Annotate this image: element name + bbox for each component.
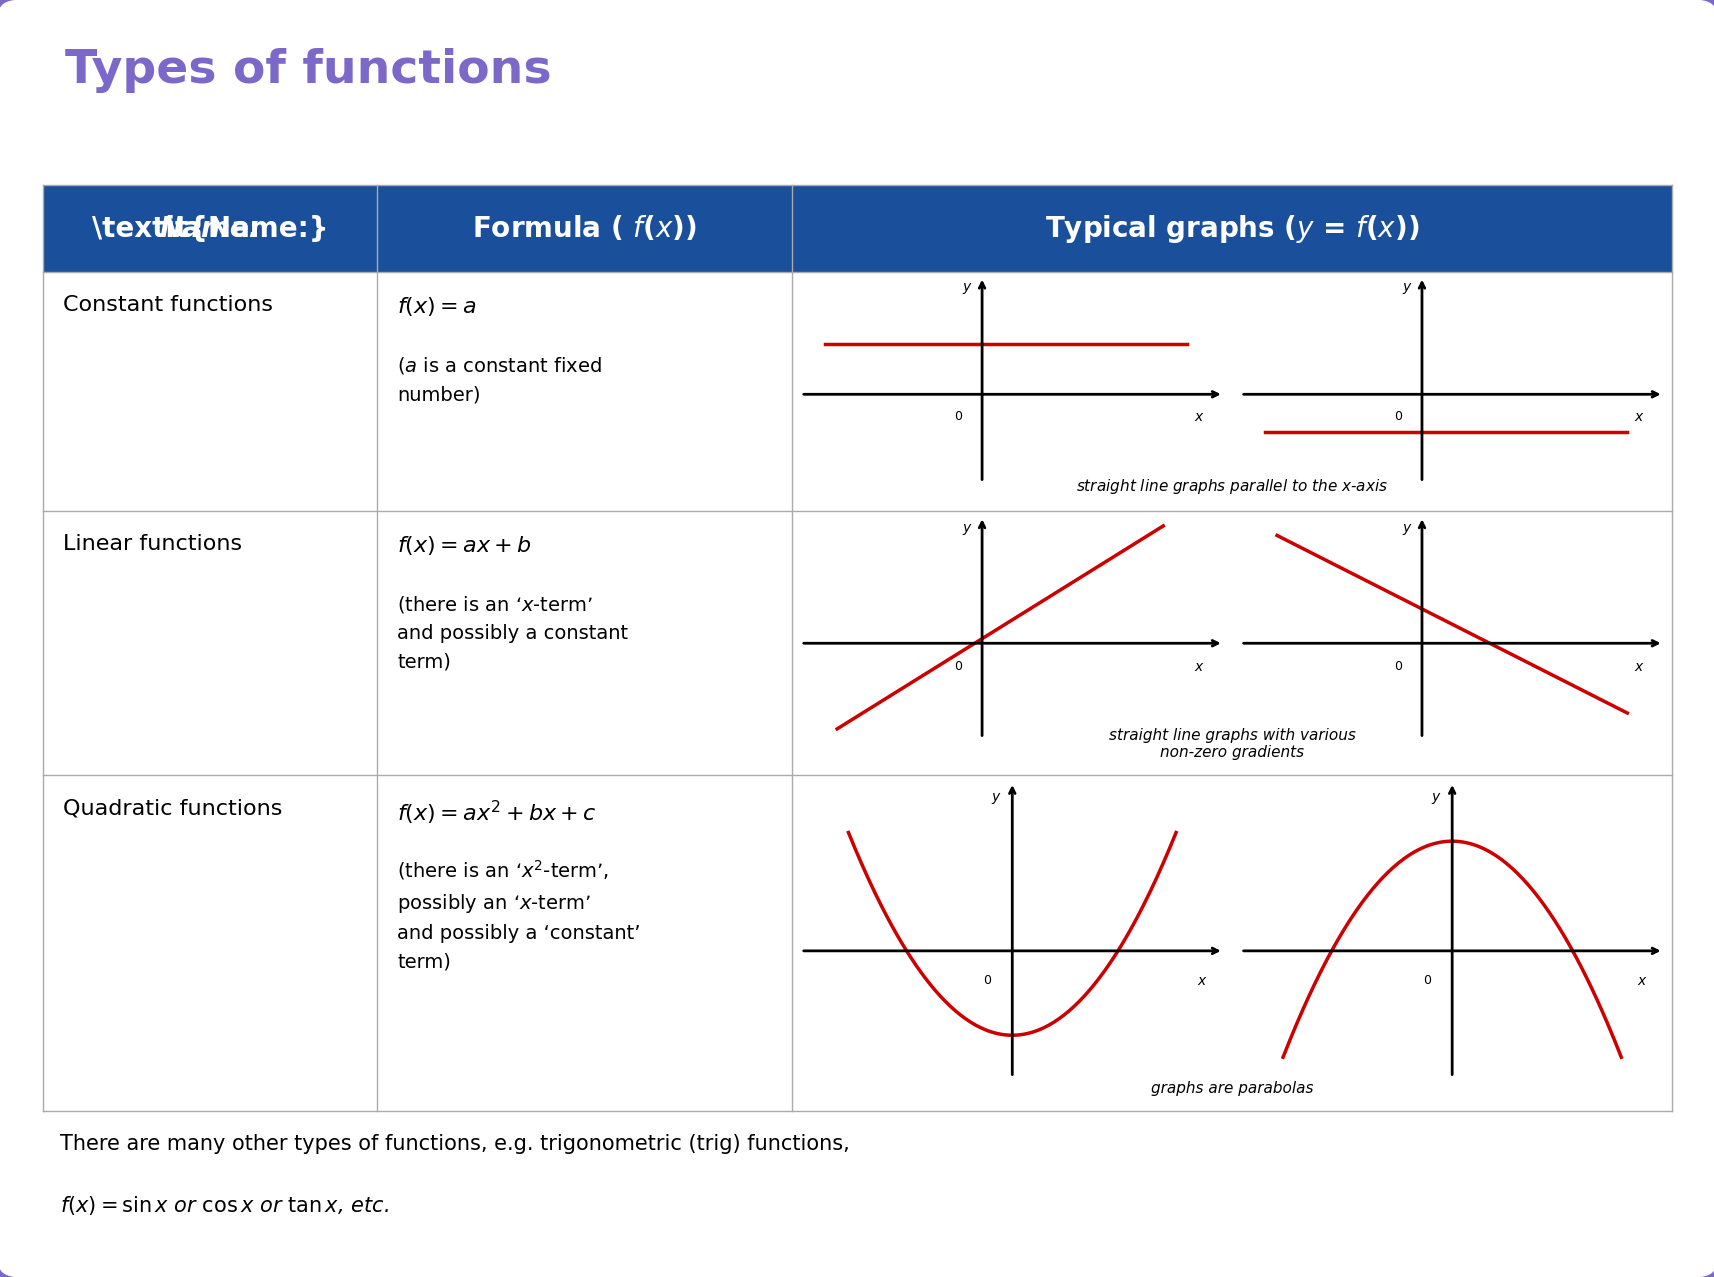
Text: $y$: $y$ — [991, 792, 1001, 807]
Text: $f(x) = ax + b$: $f(x) = ax + b$ — [398, 534, 531, 557]
Text: $f(x) = a$: $f(x) = a$ — [398, 295, 476, 318]
Text: Types of functions: Types of functions — [65, 47, 552, 93]
Text: $y$: $y$ — [1402, 521, 1412, 536]
Text: (there is an ‘$x$-term’
and possibly a constant
term): (there is an ‘$x$-term’ and possibly a c… — [398, 594, 629, 672]
Text: There are many other types of functions, e.g. trigonometric (trig) functions,: There are many other types of functions,… — [60, 1134, 848, 1154]
Text: 0: 0 — [1393, 410, 1400, 423]
Text: $x$: $x$ — [1193, 660, 1205, 674]
Text: 0: 0 — [953, 660, 962, 673]
Text: $y$: $y$ — [962, 281, 972, 296]
Text: graphs are parabolas: graphs are parabolas — [1150, 1080, 1313, 1096]
Text: $x$: $x$ — [1633, 660, 1644, 674]
Text: $f(x) = ax^2 + bx + c$: $f(x) = ax^2 + bx + c$ — [398, 798, 596, 826]
Text: Name:: Name: — [159, 215, 261, 243]
Text: 0: 0 — [982, 973, 991, 987]
Text: Linear functions: Linear functions — [63, 534, 242, 554]
Text: Formula ( $\mathit{f}$($\mathit{x}$)): Formula ( $\mathit{f}$($\mathit{x}$)) — [471, 215, 696, 243]
Text: Typical graphs ($\mathit{y}$ = $\mathit{f}$($\mathit{x}$)): Typical graphs ($\mathit{y}$ = $\mathit{… — [1044, 212, 1419, 245]
Text: Quadratic functions: Quadratic functions — [63, 798, 283, 819]
Text: $y$: $y$ — [1429, 792, 1441, 807]
Text: 0: 0 — [1423, 973, 1429, 987]
Text: $x$: $x$ — [1196, 973, 1207, 987]
Text: $f(x) = \sin x$ or $\cos x$ or $\tan x$, etc.: $f(x) = \sin x$ or $\cos x$ or $\tan x$,… — [60, 1194, 389, 1217]
Text: ($a$ is a constant fixed
number): ($a$ is a constant fixed number) — [398, 355, 602, 404]
Text: $x$: $x$ — [1637, 973, 1647, 987]
Text: (there is an ‘$x^2$-term’,
possibly an ‘$x$-term’
and possibly a ‘constant’
term: (there is an ‘$x^2$-term’, possibly an ‘… — [398, 858, 641, 972]
Text: $x$: $x$ — [1633, 410, 1644, 424]
Text: straight line graphs with various
non-zero gradients: straight line graphs with various non-ze… — [1109, 728, 1354, 760]
Text: \textit{Name:}: \textit{Name:} — [91, 215, 327, 243]
Text: 0: 0 — [953, 410, 962, 423]
Text: Constant functions: Constant functions — [63, 295, 273, 315]
Text: 0: 0 — [1393, 660, 1400, 673]
Bar — [43, 185, 1671, 272]
Text: straight line graphs parallel to the $x$-axis: straight line graphs parallel to the $x$… — [1076, 476, 1387, 495]
Text: $x$: $x$ — [1193, 410, 1205, 424]
Text: $y$: $y$ — [962, 521, 972, 536]
Text: $y$: $y$ — [1402, 281, 1412, 296]
